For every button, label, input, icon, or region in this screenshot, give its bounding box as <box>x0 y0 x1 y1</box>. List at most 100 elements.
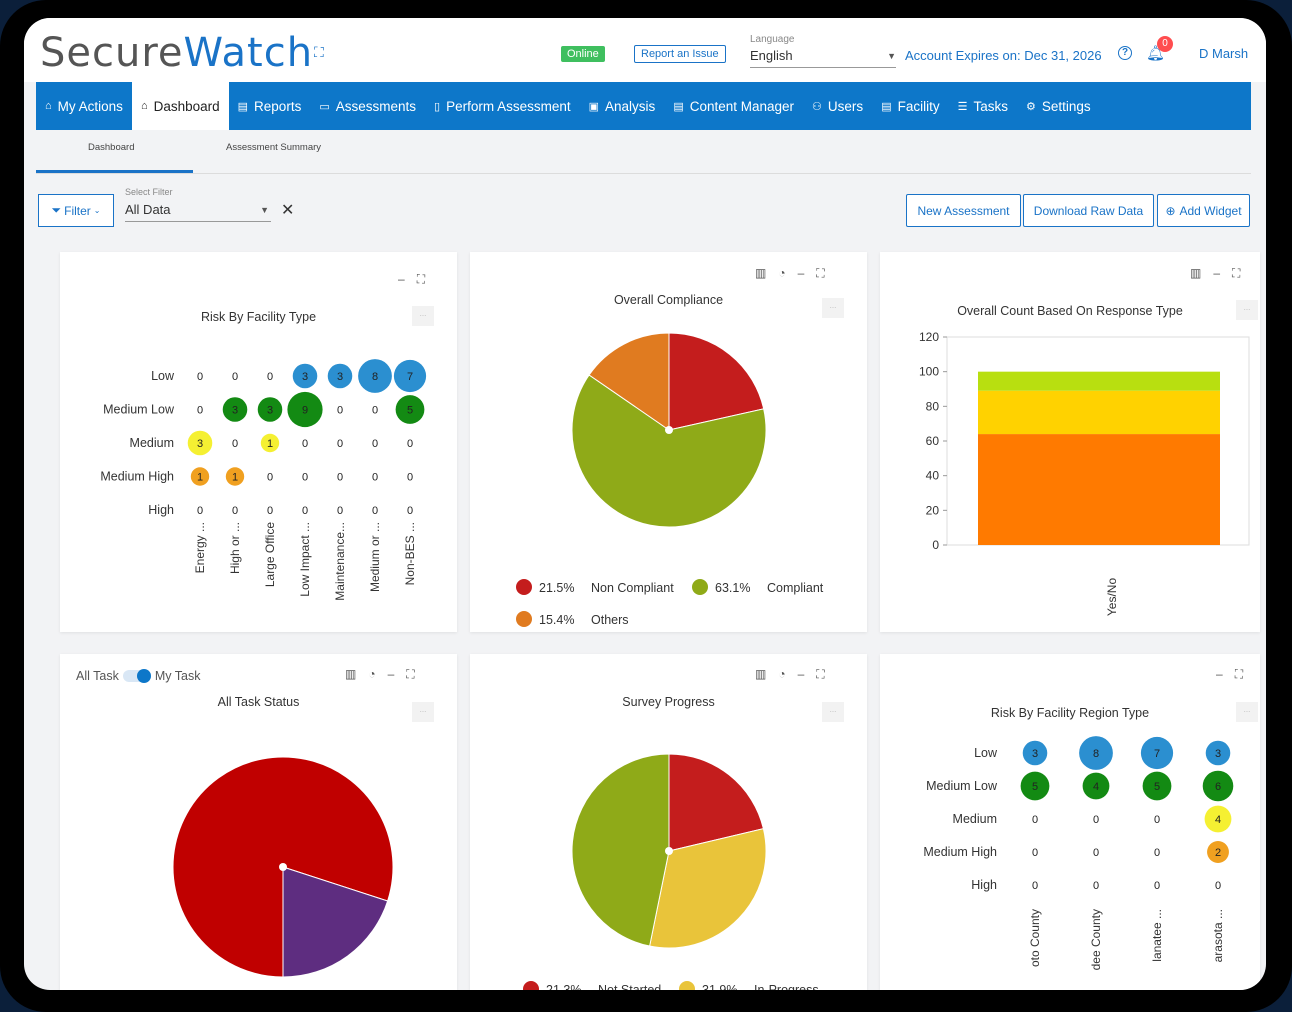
pie-chart-icon[interactable]: ◔ <box>778 667 786 681</box>
minimize-icon[interactable]: – <box>387 667 395 681</box>
nav-item-settings[interactable]: ⚙ Settings <box>1017 82 1100 130</box>
bar-chart-icon[interactable]: ▥ <box>755 667 767 681</box>
nav-item-dashboard[interactable]: ⌂ Dashboard <box>131 82 229 130</box>
tab-dashboard[interactable]: Dashboard <box>88 142 135 153</box>
app-logo[interactable]: SecureWatch <box>40 30 313 76</box>
bubble-value: 0 <box>1154 880 1160 892</box>
widget-tools: ▥ ◔ – ⛶ <box>345 667 415 682</box>
pie-chart-icon[interactable]: ◔ <box>778 266 786 280</box>
bubble-value: 0 <box>337 505 343 517</box>
new-assessment-button[interactable]: New Assessment <box>906 194 1021 227</box>
facility-icon: ▤ <box>881 100 892 113</box>
bubble-value: 3 <box>1215 748 1221 760</box>
expand-icon[interactable]: ⛶ <box>314 44 324 60</box>
nav-item-content-manager[interactable]: ▤ Content Manager <box>664 82 803 130</box>
filter-icon: ⏷ <box>51 203 62 217</box>
more-options-button[interactable]: ... <box>822 298 844 318</box>
nav-item-label: Facility <box>897 98 940 114</box>
column-label: Maintenance... <box>333 522 347 601</box>
nav-item-my-actions[interactable]: ⌂ My Actions <box>36 82 132 130</box>
legend-label: Compliant <box>767 581 824 595</box>
nav-item-label: My Actions <box>57 98 123 114</box>
bar-chart-icon[interactable]: ▥ <box>345 667 357 681</box>
bubble-point <box>257 397 283 422</box>
nav-item-label: Tasks <box>973 98 1008 114</box>
bubble-point <box>1204 805 1232 833</box>
status-badge: Online <box>561 46 605 62</box>
minimize-icon[interactable]: – <box>797 266 805 280</box>
nav-item-label: Users <box>827 98 864 114</box>
bubble-value: 0 <box>267 371 273 383</box>
pie-center <box>279 863 287 871</box>
row-label: Medium <box>953 812 997 826</box>
fullscreen-icon[interactable]: ⛶ <box>816 667 825 681</box>
column-label: Energy ... <box>193 522 207 573</box>
filter-button[interactable]: ⏷ Filter ⌄ <box>38 194 114 227</box>
bubble-value: 0 <box>232 505 238 517</box>
close-icon[interactable]: ✕ <box>281 202 295 219</box>
bubble-point <box>292 363 318 389</box>
legend-percent: 15.4% <box>539 613 574 627</box>
bubble-value: 5 <box>1032 781 1038 793</box>
pie-center <box>665 426 673 434</box>
bubble-point <box>393 359 427 393</box>
widget-tools: ▥ – ⛶ <box>1190 266 1240 281</box>
nav-item-label: Assessments <box>335 98 417 114</box>
fullscreen-icon[interactable]: ⛶ <box>816 266 825 280</box>
nav-item-perform-assessment[interactable]: ▯ Perform Assessment <box>425 82 580 130</box>
account-expiry: Account Expires on: Dec 31, 2026 <box>905 48 1102 63</box>
nav-item-users[interactable]: ⚇ Users <box>803 82 872 130</box>
help-icon[interactable]: ? <box>1118 46 1132 60</box>
bubble-point <box>287 391 323 428</box>
analysis-icon: ▣ <box>588 100 600 113</box>
download-raw-data-button[interactable]: Download Raw Data <box>1023 194 1154 227</box>
bar-chart-icon[interactable]: ▥ <box>1190 266 1202 280</box>
bubble-value: 0 <box>1215 880 1221 892</box>
more-options-button[interactable]: ... <box>412 702 434 722</box>
language-select[interactable]: English ▼ <box>750 48 896 68</box>
more-options-button[interactable]: ... <box>1236 300 1258 320</box>
add-widget-button[interactable]: ⊕ Add Widget <box>1157 194 1250 227</box>
minimize-icon[interactable]: – <box>1213 266 1221 280</box>
fullscreen-icon[interactable]: ⛶ <box>1232 266 1241 280</box>
nav-item-assessments[interactable]: ▭ Assessments <box>310 82 425 130</box>
toggle-switch[interactable] <box>122 669 151 683</box>
bubble-value: 0 <box>337 472 343 484</box>
task-toggle[interactable]: All Task My Task <box>76 669 200 683</box>
app-screen: SecureWatch ⛶ Online Report an Issue Lan… <box>24 18 1266 990</box>
bar-segment <box>978 371 1220 391</box>
row-label: Medium High <box>100 470 174 484</box>
bubble-value: 3 <box>1032 748 1038 760</box>
nav-item-analysis[interactable]: ▣ Analysis <box>580 82 665 130</box>
fullscreen-icon[interactable]: ⛶ <box>406 667 415 681</box>
more-options-button[interactable]: ... <box>412 306 434 326</box>
more-options-button[interactable]: ... <box>822 702 844 722</box>
bubble-point <box>225 467 245 486</box>
bubble-value: 1 <box>232 472 238 484</box>
fullscreen-icon[interactable]: ⛶ <box>1234 667 1244 681</box>
select-filter[interactable]: All Data ▼ <box>125 202 271 222</box>
row-label: High <box>148 503 174 517</box>
report-issue-button[interactable]: Report an Issue <box>634 45 726 63</box>
legend-swatch <box>516 611 532 627</box>
more-options-button[interactable]: ... <box>1236 702 1258 722</box>
bubble-point <box>1207 841 1229 863</box>
nav-item-reports[interactable]: ▤ Reports <box>229 82 311 130</box>
user-menu[interactable]: D Marsh <box>1199 46 1249 61</box>
bubble-value: 8 <box>1093 748 1099 760</box>
minimize-icon[interactable]: – <box>1216 667 1223 681</box>
pie-chart-icon[interactable]: ◔ <box>368 667 376 681</box>
fullscreen-icon[interactable]: ⛶ <box>416 272 426 286</box>
nav-item-facility[interactable]: ▤ Facility <box>872 82 948 130</box>
minimize-icon[interactable]: – <box>797 667 805 681</box>
minimize-icon[interactable]: – <box>398 272 405 286</box>
row-label: Medium High <box>923 845 997 859</box>
bubble-point <box>222 397 248 422</box>
bubble-point <box>1140 736 1174 770</box>
tab-assessment-summary[interactable]: Assessment Summary <box>226 142 322 153</box>
bar-chart-icon[interactable]: ▥ <box>755 266 767 280</box>
widget-tools: – ⛶ <box>398 272 425 287</box>
nav-item-label: Perform Assessment <box>446 98 571 114</box>
toggle-my-task: My Task <box>154 669 201 683</box>
nav-item-tasks[interactable]: ☰ Tasks <box>949 82 1017 130</box>
